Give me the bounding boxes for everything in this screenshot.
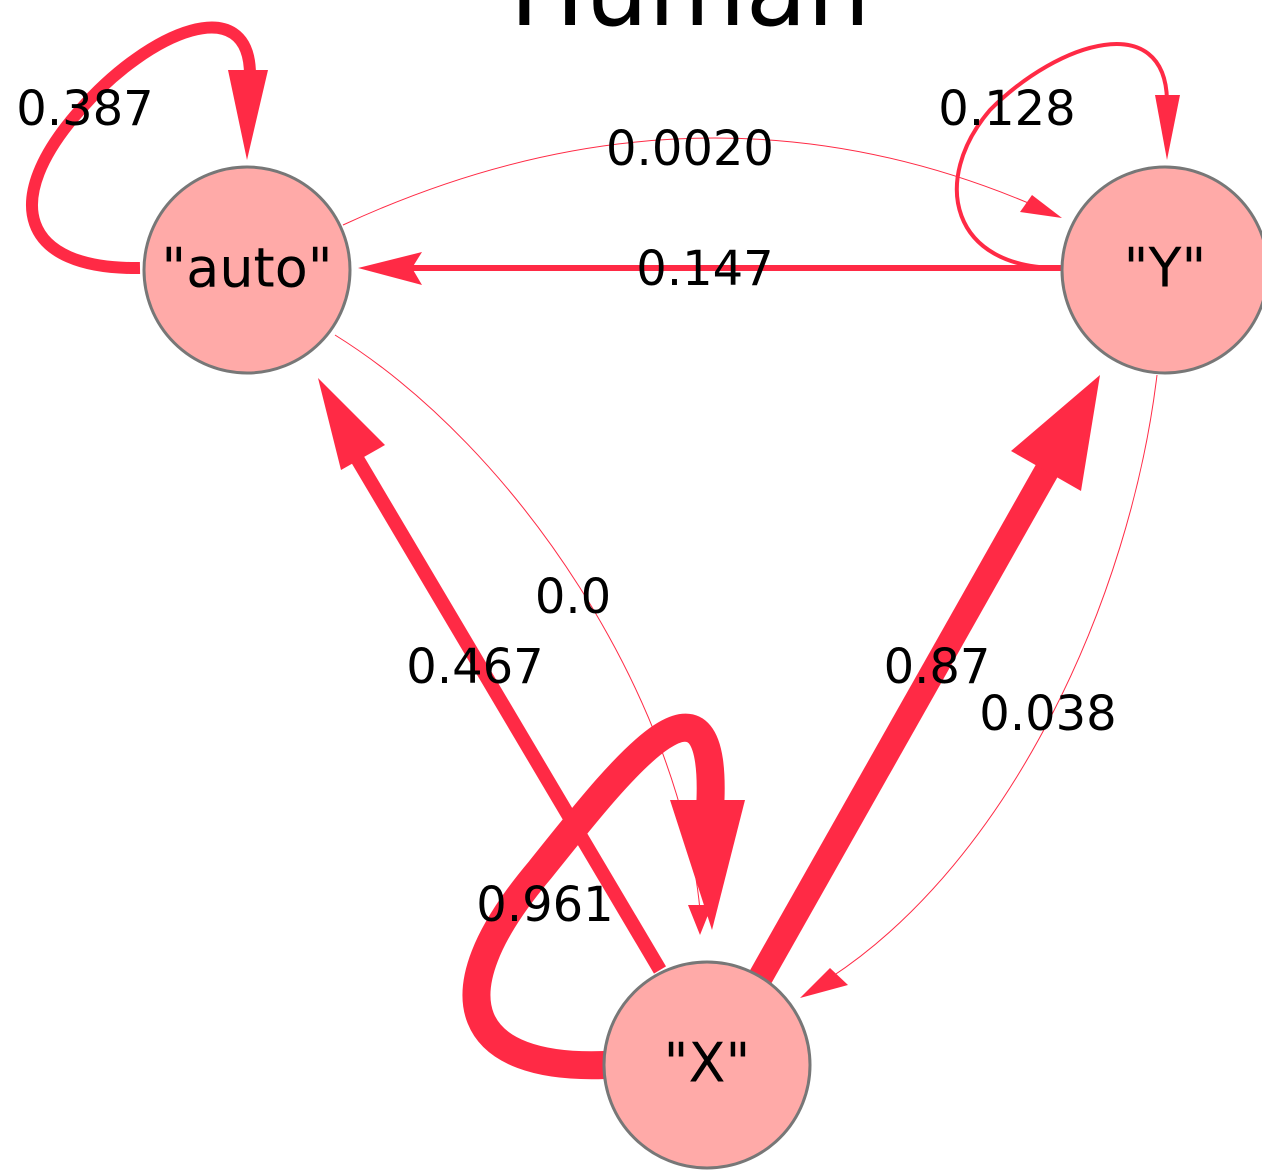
- edge: [342, 137, 1041, 226]
- edge: [26, 21, 256, 275]
- edge-label: 0.467: [406, 639, 543, 695]
- node: [1060, 165, 1262, 375]
- edge: [829, 374, 1158, 979]
- edge: [462, 713, 725, 1080]
- edge-label: 0.0: [535, 569, 611, 625]
- edge: [334, 334, 701, 911]
- edges: [26, 21, 1180, 1080]
- edge-label: 0.87: [884, 639, 991, 695]
- arrow: [318, 378, 385, 470]
- edge-label: 0.0020: [606, 121, 774, 177]
- node-label: "auto": [161, 237, 332, 300]
- edge-label: 0.147: [636, 241, 773, 297]
- edge-label: 0.961: [476, 877, 613, 933]
- arrow: [800, 968, 848, 998]
- title: Human: [510, 0, 871, 49]
- node: [142, 165, 352, 375]
- arrow: [1020, 195, 1062, 218]
- node-label: "X": [664, 1032, 751, 1095]
- edge-label: 0.387: [16, 81, 153, 137]
- edge-label: 0.038: [979, 686, 1116, 742]
- arrow: [688, 905, 712, 935]
- edge: [345, 446, 667, 974]
- arrow: [228, 70, 268, 160]
- node-label: "Y": [1124, 237, 1207, 300]
- arrow: [670, 800, 745, 930]
- arrow: [358, 252, 422, 285]
- arrow: [1011, 375, 1100, 491]
- arrow: [1155, 95, 1180, 160]
- edge: [749, 458, 1061, 985]
- edge-label: 0.128: [938, 81, 1075, 137]
- node: [602, 960, 812, 1170]
- edge: [955, 42, 1169, 271]
